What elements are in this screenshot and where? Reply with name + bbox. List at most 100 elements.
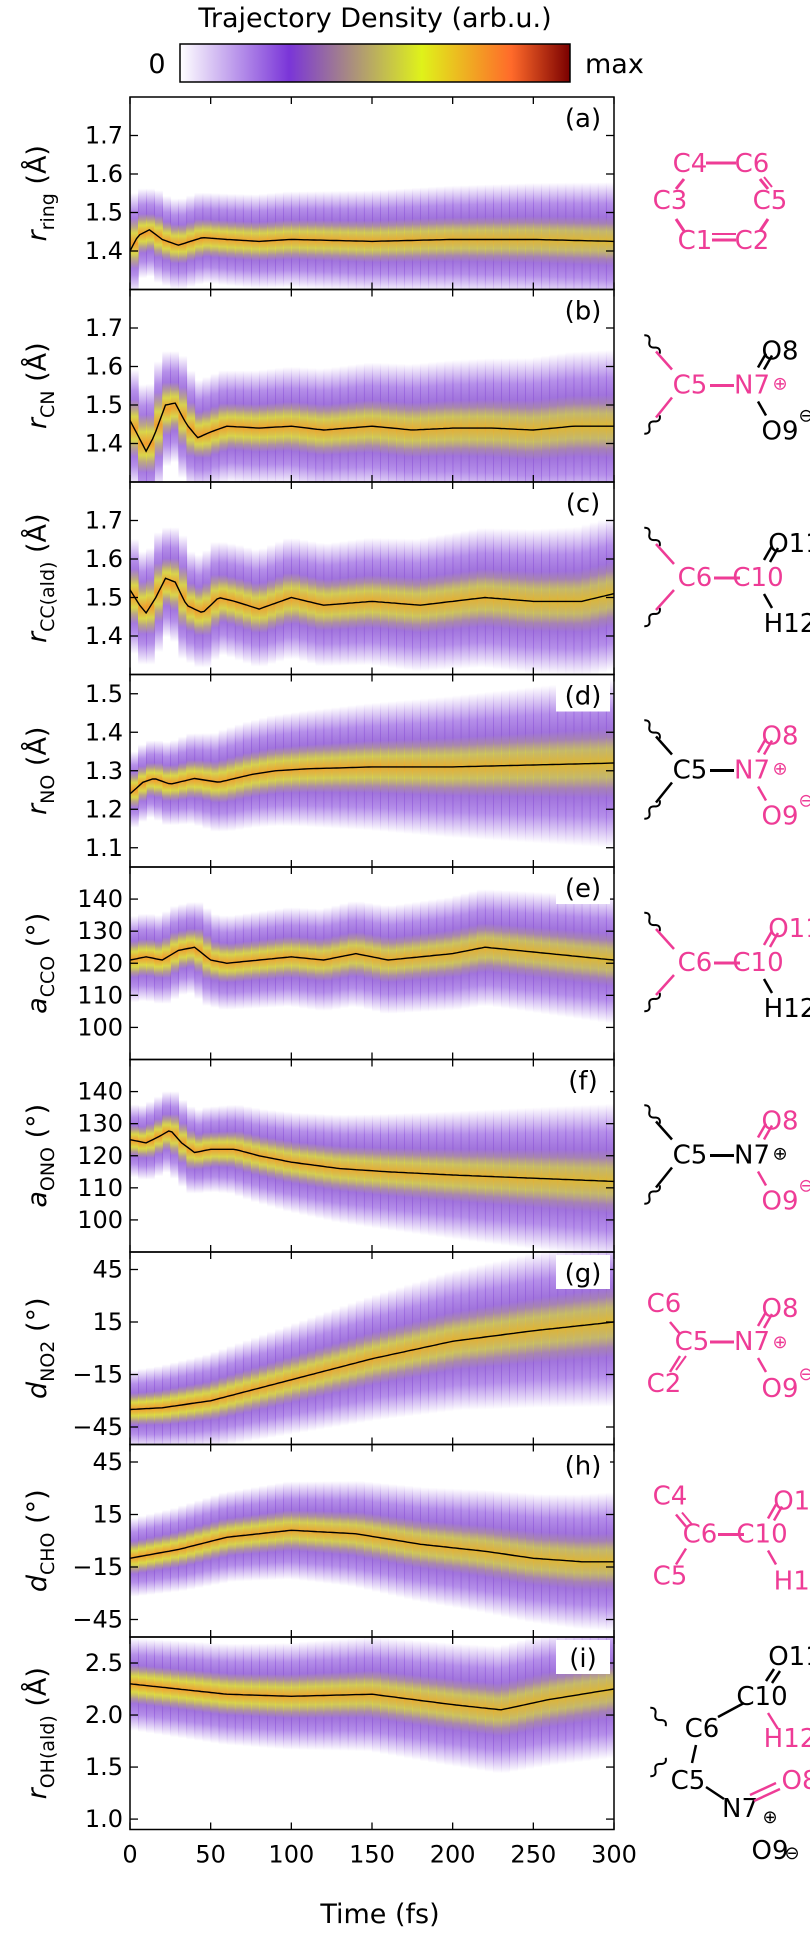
y-tick-label: 1.5 [85,391,123,419]
atom-label: C5 [673,756,708,786]
molecule-d: C5 N7 O8 ⊕ O9⊖ [644,719,810,832]
y-label-unit: (°) [22,1489,53,1532]
panel-label-bg [556,1447,610,1482]
panel-a: 1.4 1.5 1.6 1.7 (a) rring (Å) [21,96,615,291]
charge-label: ⊖ [798,1364,810,1385]
panels: 1.41.51.61.7(a)rring (Å)1.41.51.61.7(b)r… [21,96,637,1869]
y-tick-label: 45 [92,1448,123,1476]
atom-label: H12 [764,609,810,639]
y-axis-label: rCC(ald) (Å) [21,513,59,643]
y-tick-label: 1.5 [85,1753,123,1781]
density-core-segment [162,558,171,607]
bond [768,547,780,563]
y-tick-label: −15 [72,1553,123,1581]
attachment-squiggle [644,800,661,820]
atom-label: O9 [761,417,798,447]
atom-label: O8 [761,1294,798,1324]
charge-label: ⊕ [772,759,787,780]
mean-line [130,228,614,252]
panel-i: 1.0 1.5 2.0 2.5 (i) rOH(ald) (Å) 0 50 100 150 200 2… [21,1636,637,1869]
panel-label-bg [556,485,610,519]
atom-label: C6 [685,1714,720,1744]
charge-label: ⊖ [798,406,810,427]
panel-g: −45 −15 15 45 (g) dNO2 (°) [22,1251,615,1446]
y-tick-label: 1.5 [85,199,123,227]
atom-label: C10 [736,1682,787,1712]
attachment-squiggle [644,719,661,739]
atom-label: O11 [768,1642,810,1672]
bond [772,1505,784,1522]
bond [762,739,774,756]
atom-label: H12 [764,994,810,1024]
x-tick-label: 250 [510,1841,556,1869]
bond [763,176,773,188]
y-label-subscript: CC(ald) [37,562,59,632]
bond [674,218,686,232]
bond [655,543,675,565]
atom-label: C5 [673,371,708,401]
y-label-unit: (°) [22,1104,53,1147]
y-tick-label: 1.0 [85,1805,123,1833]
atom-label: C5 [653,1562,688,1592]
y-tick-label: 1.5 [85,680,123,708]
mean-line [130,402,614,453]
bond [766,1712,780,1730]
panel-label-bg [556,870,610,904]
atom-label: C6 [678,563,713,593]
y-tick-label: 1.4 [85,622,123,650]
atom-label: C5 [753,186,788,216]
y-tick-label: 2.0 [85,1701,123,1729]
atom-label: O9 [751,1836,788,1866]
y-tick-label: 15 [92,1308,123,1336]
panel-label-bg [556,100,610,134]
bond [675,1513,687,1528]
panel-label: (g) [565,1259,602,1289]
bond [764,1668,776,1682]
attachment-squiggle [644,334,661,354]
panel-f: 100 110 120 130 140 (f) aONO (°) [22,1058,615,1253]
atom-label: N7 [734,1141,770,1171]
bond [749,1781,777,1797]
panel-e: 100 110 120 130 140 (e) aCCO (°) [22,866,615,1061]
atom-label: C4 [673,149,708,179]
bond [655,589,675,611]
charge-label: ⊕ [772,1332,787,1353]
y-axis-label: dNO2 (°) [22,1297,59,1399]
y-tick-label: 110 [77,1174,123,1202]
bond [655,781,673,804]
colorbar-gradient [179,43,571,83]
bond [762,1313,774,1329]
bond [655,974,675,996]
bond [756,1311,768,1327]
atom-label: O9 [761,1374,798,1404]
y-tick-label: 110 [77,981,123,1009]
atom-label: O8 [761,337,798,367]
atom-label: O8 [761,722,798,752]
y-label-unit: (Å) [21,727,53,775]
atom-label: C6 [735,149,770,179]
attachment-squiggle [644,415,661,435]
panel-label: (b) [565,297,602,327]
y-label-symbol: d [22,1381,53,1399]
y-tick-label: 1.7 [85,314,123,342]
bond [756,1122,768,1139]
y-label-symbol: a [22,1191,53,1208]
bond [705,1785,725,1801]
density-core-segment [146,213,155,252]
colorbar: Trajectory Density (arb.u.) 0 max [148,3,644,83]
molecule-i: O11 C10 C6 H12 C5 O8 N7 O9 ⊕ ⊖ [650,1642,810,1866]
atom-label: N7 [734,371,770,401]
atom-label: C6 [683,1520,718,1550]
y-tick-label: 140 [77,1078,123,1106]
panel-b: 1.4 1.5 1.6 1.7 (b) rCN (Å) [21,288,615,483]
y-label-subscript: ONO [37,1147,59,1191]
y-label-subscript: OH(ald) [37,1715,59,1788]
atom-label: C5 [675,1327,710,1357]
density-core-segment [162,382,171,436]
bond [762,354,774,371]
atom-label: O8 [781,1766,810,1796]
bond [674,1547,688,1566]
atom-label: H12 [774,1567,810,1597]
y-tick-label: 1.1 [85,834,123,862]
